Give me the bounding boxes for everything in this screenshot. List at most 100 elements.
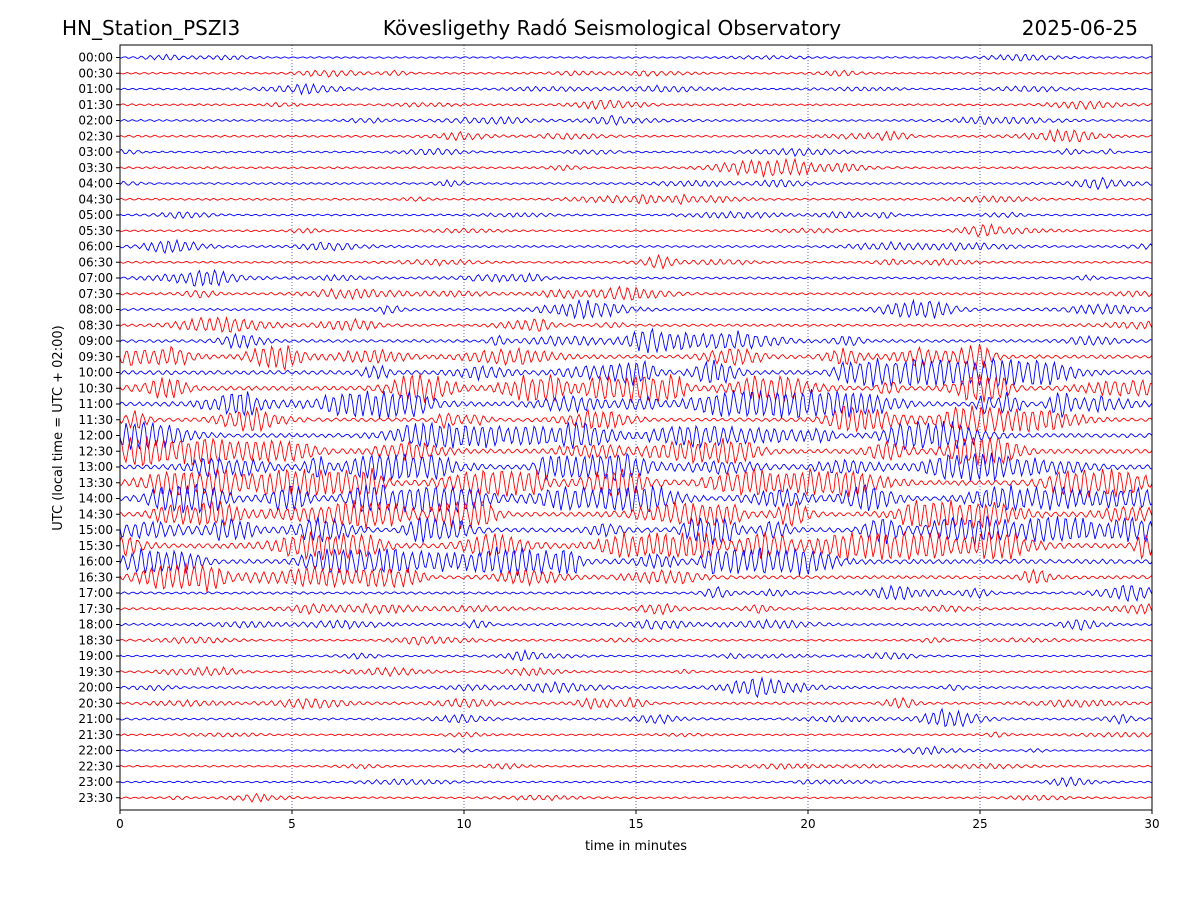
y-tick-label: 16:00: [78, 555, 113, 569]
trace-06-00: [119, 238, 1153, 255]
y-tick-label: 20:30: [78, 696, 113, 710]
y-tick-label: 04:30: [78, 192, 113, 206]
y-tick-label: 16:30: [78, 570, 113, 584]
x-tick-label: 0: [116, 817, 124, 831]
y-tick-label: 14:30: [78, 507, 113, 521]
y-tick-label: 09:00: [78, 334, 113, 348]
trace-03-30: [119, 157, 1153, 178]
trace-07-00: [119, 268, 1153, 287]
y-tick-label: 10:30: [78, 381, 113, 395]
y-tick-label: 13:00: [78, 460, 113, 474]
trace-09-30: [119, 343, 1153, 372]
y-tick-label: 11:30: [78, 413, 113, 427]
y-tick-label: 01:30: [78, 98, 113, 112]
y-tick-label: 17:30: [78, 602, 113, 616]
trace-18-30: [119, 635, 1153, 646]
trace-13-30: [119, 466, 1153, 498]
trace-22-00: [119, 745, 1153, 756]
y-tick-label: 07:30: [78, 287, 113, 301]
y-tick-label: 09:30: [78, 350, 113, 364]
trace-08-00: [119, 298, 1153, 320]
trace-16-00: [119, 546, 1153, 576]
y-tick-label: 02:00: [78, 114, 113, 128]
y-tick-label: 02:30: [78, 129, 113, 143]
y-tick-label: 22:00: [78, 744, 113, 758]
y-tick-label: 19:30: [78, 665, 113, 679]
trace-02-00: [119, 114, 1153, 126]
station-name: HN_Station_PSZI3: [62, 16, 240, 40]
x-tick-label: 20: [800, 817, 815, 831]
trace-12-00: [119, 420, 1153, 451]
y-tick-label: 23:00: [78, 775, 113, 789]
trace-08-30: [119, 315, 1153, 333]
trace-01-00: [119, 82, 1153, 96]
y-tick-label: 22:30: [78, 759, 113, 773]
trace-16-30: [119, 562, 1153, 593]
trace-20-30: [119, 696, 1153, 711]
y-tick-label: 17:00: [78, 586, 113, 600]
y-tick-label: 23:30: [78, 791, 113, 805]
trace-19-00: [119, 648, 1153, 662]
y-tick-label: 06:00: [78, 240, 113, 254]
trace-23-00: [119, 776, 1153, 788]
record-date: 2025-06-25: [1022, 16, 1138, 40]
y-tick-label: 12:00: [78, 429, 113, 443]
y-tick-label: 15:00: [78, 523, 113, 537]
trace-19-30: [119, 665, 1153, 678]
trace-09-00: [119, 327, 1153, 354]
trace-05-00: [119, 210, 1153, 219]
x-tick-label: 15: [628, 817, 643, 831]
x-tick-label: 30: [1144, 817, 1159, 831]
y-tick-label: 03:00: [78, 145, 113, 159]
y-tick-label: 15:30: [78, 539, 113, 553]
y-tick-label: 00:30: [78, 66, 113, 80]
trace-13-00: [119, 452, 1153, 482]
trace-17-30: [119, 602, 1153, 616]
trace-group: [119, 53, 1153, 803]
trace-04-00: [119, 176, 1153, 191]
trace-14-00: [119, 484, 1153, 514]
trace-01-30: [119, 99, 1153, 111]
y-tick-label: 08:00: [78, 303, 113, 317]
trace-17-00: [119, 584, 1153, 603]
x-tick-label: 10: [456, 817, 471, 831]
trace-11-00: [119, 389, 1153, 419]
y-tick-label: 08:30: [78, 318, 113, 332]
trace-23-30: [119, 792, 1153, 803]
trace-10-00: [119, 357, 1153, 388]
x-axis-label: time in minutes: [585, 839, 687, 854]
y-axis-label: UTC (local time = UTC + 02:00): [51, 325, 66, 530]
trace-03-00: [119, 147, 1153, 158]
y-tick-label: 11:00: [78, 397, 113, 411]
observatory-title: Kövesligethy Radó Seismological Observat…: [383, 16, 841, 40]
x-tick-label: 25: [972, 817, 987, 831]
x-tick-label: 5: [288, 817, 296, 831]
trace-18-00: [119, 618, 1153, 631]
y-tick-label: 03:30: [78, 161, 113, 175]
trace-21-30: [119, 731, 1153, 738]
y-tick-label: 21:00: [78, 712, 113, 726]
trace-07-30: [119, 285, 1153, 301]
y-tick-label: 04:00: [78, 177, 113, 191]
trace-21-00: [119, 707, 1153, 728]
trace-12-30: [119, 436, 1153, 467]
trace-00-00: [119, 53, 1153, 62]
trace-15-00: [119, 515, 1153, 546]
trace-02-30: [119, 128, 1153, 143]
y-tick-label: 01:00: [78, 82, 113, 96]
y-tick-label: 20:00: [78, 681, 113, 695]
y-tick-label: 14:00: [78, 492, 113, 506]
y-tick-label: 07:00: [78, 271, 113, 285]
y-tick-label: 10:00: [78, 366, 113, 380]
y-tick-label: 21:30: [78, 728, 113, 742]
trace-15-30: [119, 530, 1153, 561]
trace-06-30: [119, 253, 1153, 270]
y-tick-label: 13:30: [78, 476, 113, 490]
trace-00-30: [119, 69, 1153, 78]
trace-10-30: [119, 373, 1153, 403]
y-tick-label: 19:00: [78, 649, 113, 663]
trace-05-30: [119, 222, 1153, 238]
y-tick-label: 18:00: [78, 618, 113, 632]
trace-11-30: [119, 405, 1153, 433]
